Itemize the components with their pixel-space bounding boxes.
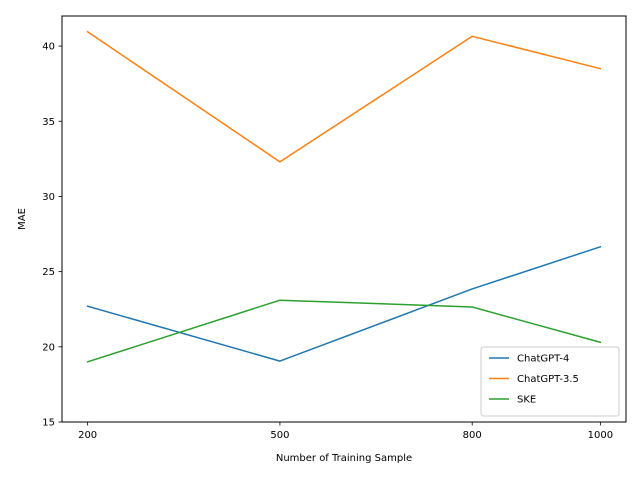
- plot-lines: [86, 30, 602, 363]
- y-tick-label: 15: [42, 418, 55, 429]
- legend: ChatGPT-4 ChatGPT-3.5 SKE: [480, 346, 620, 417]
- y-tick-label: 20: [42, 342, 55, 353]
- series-line-2: [86, 299, 602, 363]
- plot-area-frame: [61, 15, 627, 423]
- x-axis: 200 500 800 1000: [78, 422, 613, 441]
- legend-label: SKE: [517, 395, 536, 406]
- y-tick-label: 25: [42, 267, 55, 278]
- x-tick-label: 800: [463, 430, 482, 441]
- y-tick-label: 40: [42, 42, 55, 53]
- y-tick-label: 35: [42, 117, 55, 128]
- legend-label: ChatGPT-4: [517, 354, 569, 365]
- legend-box: [480, 346, 620, 417]
- x-tick-label: 200: [78, 430, 97, 441]
- y-axis: 15 20 25 30 35 40: [42, 42, 62, 429]
- x-tick-label: 500: [270, 430, 289, 441]
- y-axis-label: MAE: [17, 208, 28, 230]
- series-line-0: [86, 245, 602, 362]
- x-tick-label: 1000: [588, 430, 613, 441]
- y-tick-label: 30: [42, 192, 55, 203]
- legend-label: ChatGPT-3.5: [517, 374, 579, 385]
- series-line-1: [86, 30, 602, 163]
- x-axis-label: Number of Training Sample: [276, 453, 412, 464]
